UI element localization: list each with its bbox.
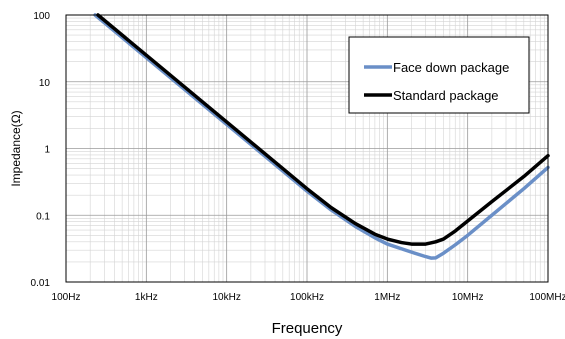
plot-frame (65, 14, 549, 283)
y-tick-label: 0.01 (31, 278, 51, 289)
y-tick-label: 10 (39, 78, 51, 89)
series-layer (93, 13, 550, 260)
x-tick-label: 100Hz (52, 292, 81, 303)
y-tick-label: 100 (33, 11, 50, 22)
legend-label-standard: Standard package (393, 88, 499, 103)
x-tick-labels: 100Hz 1kHz 10kHz 100kHz 1MHz 10MHz 100MHz (52, 292, 565, 303)
legend: Face down package Standard package (348, 36, 530, 114)
x-tick-label: 10MHz (452, 292, 484, 303)
legend-label-face-down: Face down package (393, 60, 509, 75)
x-axis-title: Frequency (272, 320, 343, 337)
x-tick-label: 100MHz (529, 292, 565, 303)
series-line-face-down-package (93, 13, 550, 260)
y-tick-label: 1 (44, 145, 50, 156)
x-tick-label: 1kHz (135, 292, 158, 303)
y-axis-title: Impedance(Ω) (9, 110, 23, 186)
x-tick-label: 100kHz (290, 292, 324, 303)
x-tick-label: 10kHz (212, 292, 240, 303)
y-tick-labels: 100 10 1 0.1 0.01 (31, 11, 51, 289)
x-tick-label: 1MHz (374, 292, 400, 303)
legend-box (348, 36, 530, 114)
y-tick-label: 0.1 (36, 211, 50, 222)
series-line-standard-package (96, 13, 550, 246)
